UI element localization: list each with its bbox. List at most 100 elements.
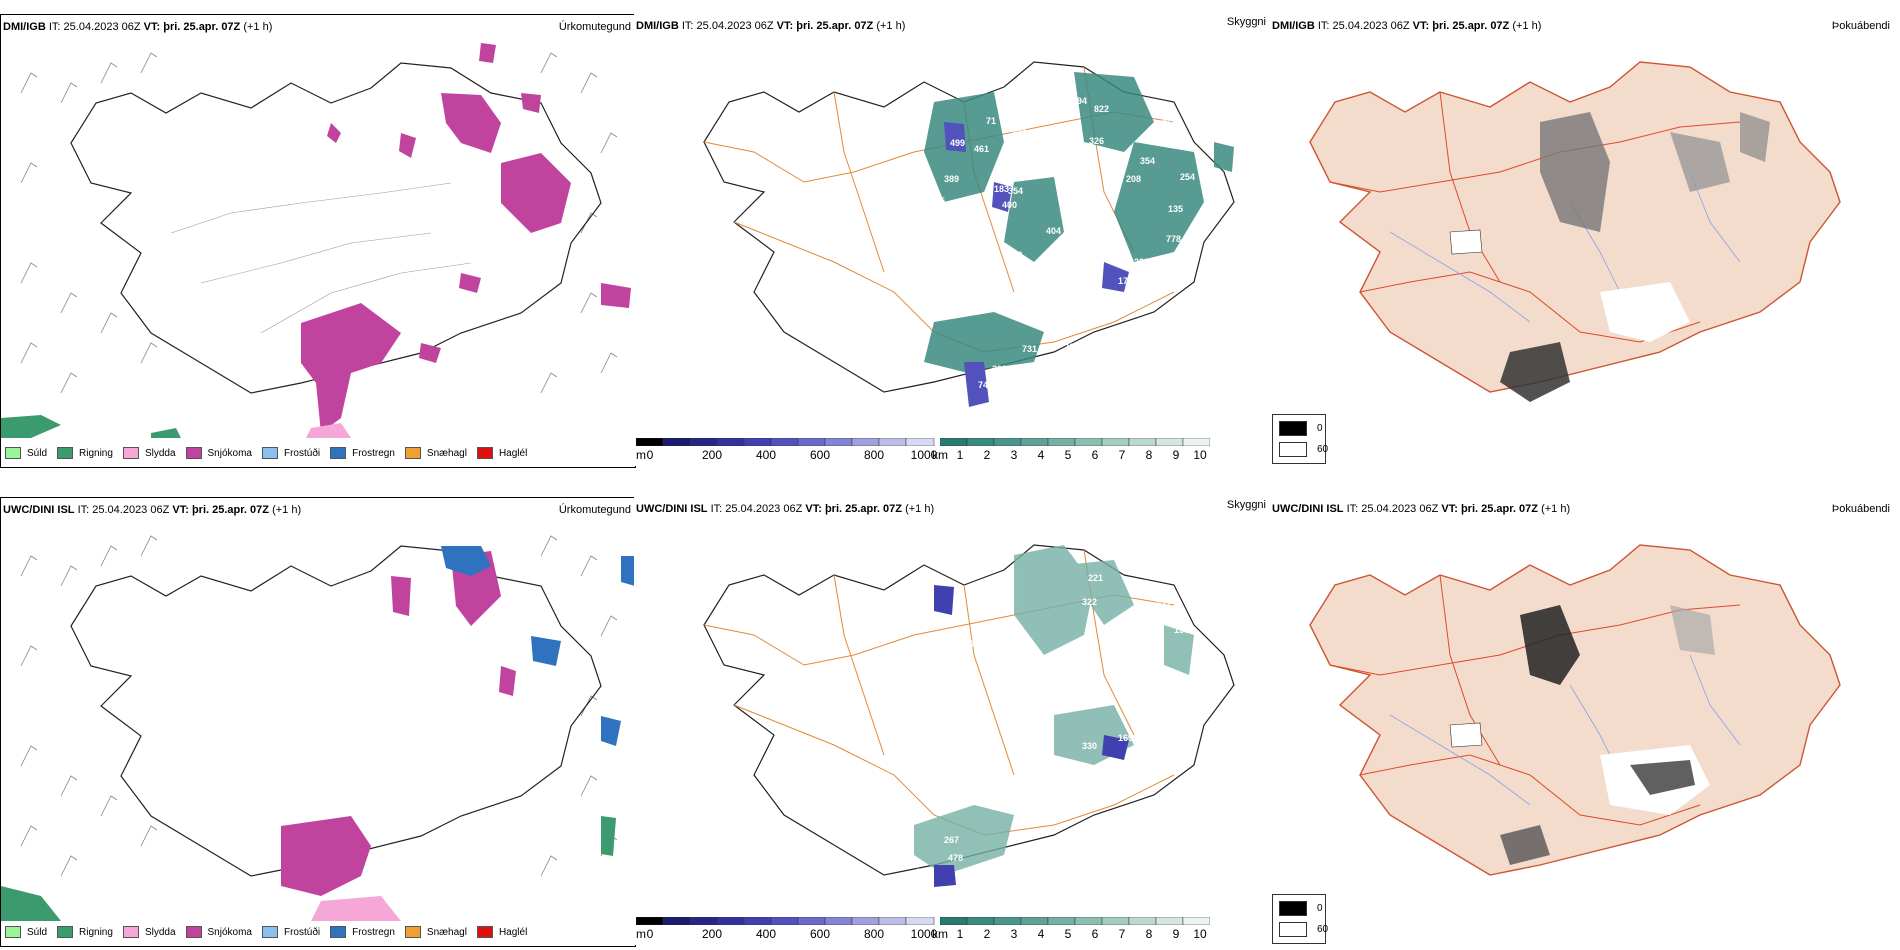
svg-text:267: 267 <box>944 835 959 845</box>
legend-item: Snjókoma <box>185 447 252 459</box>
visibility-colorbar: km 1 2 3 4 5 6 7 8 9 10 <box>932 438 1210 464</box>
svg-text:497: 497 <box>1179 52 1194 62</box>
precip-legend: Súld Rigning Slydda Snjókoma Frostúði Fr… <box>5 924 537 940</box>
svg-text:489: 489 <box>1074 268 1089 278</box>
svg-text:110: 110 <box>1008 250 1023 260</box>
legend-item: Snæhagl <box>404 447 467 459</box>
wind-barbs <box>20 52 618 394</box>
iceland-outline <box>70 62 602 394</box>
svg-text:301: 301 <box>998 575 1013 585</box>
svg-text:461: 461 <box>974 144 989 154</box>
svg-text:254: 254 <box>1180 172 1195 182</box>
clouds-map: 301 221 322 221 280 157 107 330 169 356 … <box>703 544 1235 913</box>
svg-text:183: 183 <box>994 184 1009 194</box>
svg-text:172: 172 <box>1118 276 1133 286</box>
svg-text:336: 336 <box>916 867 931 877</box>
cloud-base-colorbar: m 0 200 400 600 800 1000 <box>636 917 937 943</box>
svg-text:749: 749 <box>932 903 947 913</box>
panel-header: DMI/IGB IT: 25.04.2023 06Z VT: þri. 25.a… <box>636 16 1266 32</box>
rain-areas <box>1 415 181 438</box>
fog-legend-row2: 0 60 <box>1272 894 1328 944</box>
clouds-map: 727 497 294 822 326 269 71 822 461 499 3… <box>703 52 1235 430</box>
svg-text:354: 354 <box>1008 186 1023 196</box>
cloud-base-color-ramp <box>636 438 935 446</box>
svg-text:169: 169 <box>1118 733 1133 743</box>
panel-title: Úrkomutegund <box>558 504 631 516</box>
svg-text:208: 208 <box>1126 174 1141 184</box>
svg-text:464: 464 <box>940 394 955 404</box>
panel-title: Úrkomutegund <box>558 21 631 33</box>
legend-item: Rigning <box>57 447 113 459</box>
svg-text:71: 71 <box>986 116 996 126</box>
fog-areas <box>1449 605 1715 865</box>
svg-text:326: 326 <box>1089 136 1104 146</box>
svg-text:389: 389 <box>944 174 959 184</box>
fog-map <box>1309 544 1841 876</box>
legend-item: Frostregn <box>330 447 395 459</box>
fog-areas <box>1449 112 1770 402</box>
visibility-colorbar: km 1 2 3 4 5 6 7 8 9 10 <box>932 917 1210 943</box>
model-name: DMI/IGB <box>3 21 46 33</box>
svg-text:294: 294 <box>1072 96 1087 106</box>
precip-type-map <box>1 535 635 921</box>
svg-text:400: 400 <box>1002 200 1017 210</box>
panel-header: UWC/DINI ISL IT: 25.04.2023 06Z VT: þri.… <box>3 504 631 516</box>
panel-header: DMI/IGB IT: 25.04.2023 06Z VT: þri. 25.a… <box>3 21 631 33</box>
svg-text:157: 157 <box>1174 625 1189 635</box>
svg-text:499: 499 <box>950 138 965 148</box>
panel-title: Þokuábendi <box>1831 503 1890 515</box>
precip-type-panel-row2: UWC/DINI ISL IT: 25.04.2023 06Z VT: þri.… <box>0 497 636 947</box>
precip-legend: Súld Rigning Slydda Snjókoma Frostúði Fr… <box>5 445 537 461</box>
clouds-panel-row1: DMI/IGB IT: 25.04.2023 06Z VT: þri. 25.a… <box>634 14 1270 466</box>
fog-map <box>1309 61 1841 402</box>
svg-text:221: 221 <box>1088 573 1103 583</box>
panel-title: Skyggni <box>1226 499 1266 511</box>
svg-text:748: 748 <box>978 380 993 390</box>
panel-title: Skyggni <box>1226 16 1266 28</box>
svg-text:356: 356 <box>1060 765 1075 775</box>
legend-item: Frostúði <box>261 447 320 459</box>
legend-item: Haglél <box>476 447 527 459</box>
visibility-color-ramp <box>940 438 1210 446</box>
fog-panel-row1: DMI/IGB IT: 25.04.2023 06Z VT: þri. 25.a… <box>1270 14 1900 466</box>
clouds-panel-row2: UWC/DINI ISL IT: 25.04.2023 06Z VT: þri.… <box>634 497 1270 945</box>
svg-text:404: 404 <box>1046 226 1061 236</box>
svg-text:185: 185 <box>930 196 945 206</box>
panel-header: UWC/DINI ISL IT: 25.04.2023 06Z VT: þri.… <box>1272 503 1890 515</box>
snow-areas <box>301 43 631 433</box>
legend-item: Súld <box>5 447 47 459</box>
fog-legend-row1: 0 60 <box>1272 414 1328 464</box>
svg-text:478: 478 <box>948 853 963 863</box>
cloud-base-areas <box>944 122 1129 407</box>
svg-text:221: 221 <box>1156 599 1171 609</box>
svg-text:727: 727 <box>1118 59 1133 69</box>
svg-text:354: 354 <box>1140 156 1155 166</box>
fog-panel-row2: UWC/DINI ISL IT: 25.04.2023 06Z VT: þri.… <box>1270 497 1900 945</box>
panel-title: Þokuábendi <box>1831 20 1890 32</box>
legend-item: Slydda <box>122 447 176 459</box>
svg-text:13: 13 <box>914 358 924 368</box>
svg-text:822: 822 <box>1094 104 1109 114</box>
svg-text:143: 143 <box>964 420 979 430</box>
svg-text:215: 215 <box>1064 342 1079 352</box>
svg-text:731: 731 <box>1022 344 1037 354</box>
cloud-base-labels: 727 497 294 822 326 269 71 822 461 499 3… <box>914 52 1195 430</box>
svg-text:330: 330 <box>1082 741 1097 751</box>
svg-text:135: 135 <box>1168 204 1183 214</box>
svg-text:1276: 1276 <box>1092 292 1112 302</box>
svg-text:822: 822 <box>1012 128 1027 138</box>
precip-type-panel-row1: DMI/IGB IT: 25.04.2023 06Z VT: þri. 25.a… <box>0 14 636 468</box>
svg-text:107: 107 <box>964 639 979 649</box>
svg-text:280: 280 <box>1128 619 1143 629</box>
svg-text:570: 570 <box>934 370 949 380</box>
svg-text:251: 251 <box>1104 304 1119 314</box>
panel-header: DMI/IGB IT: 25.04.2023 06Z VT: þri. 25.a… <box>1272 20 1890 32</box>
svg-text:399: 399 <box>992 364 1007 374</box>
svg-text:322: 322 <box>1082 597 1097 607</box>
svg-text:269: 269 <box>1162 118 1177 128</box>
cloud-base-colorbar: m 0 200 400 600 800 1000 <box>636 438 937 464</box>
svg-text:280: 280 <box>1054 268 1069 278</box>
panel-header: UWC/DINI ISL IT: 25.04.2023 06Z VT: þri.… <box>636 499 1266 515</box>
svg-text:778: 778 <box>1166 234 1181 244</box>
precip-type-map <box>1 43 631 438</box>
